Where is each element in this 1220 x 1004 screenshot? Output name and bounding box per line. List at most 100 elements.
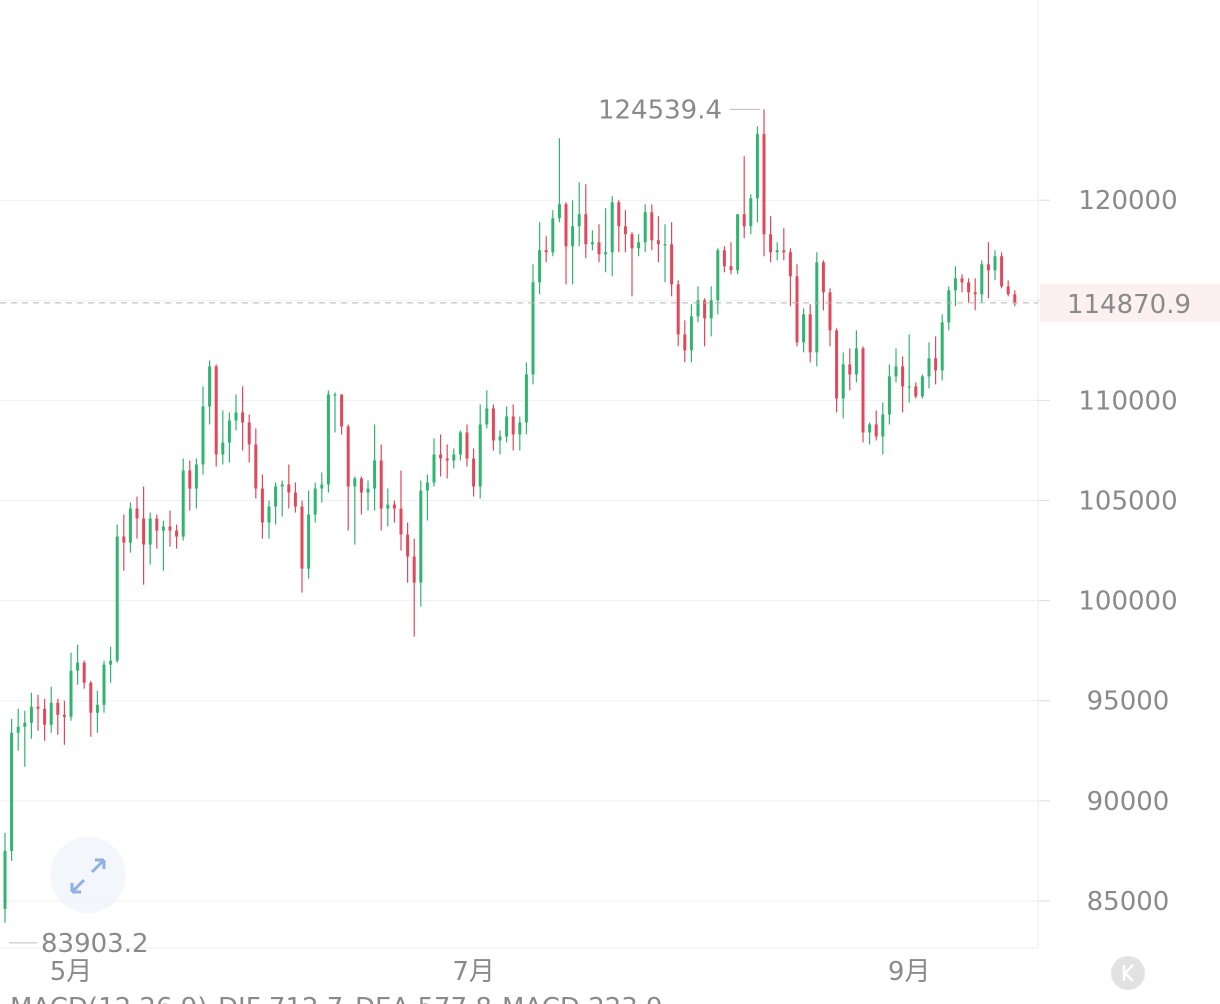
candle-body xyxy=(155,518,159,531)
candle-body xyxy=(808,314,812,353)
candle-body xyxy=(821,262,825,293)
indicator-legend: DEA 577.8 xyxy=(355,993,492,1004)
candle-body xyxy=(148,518,152,545)
candle-body xyxy=(1006,286,1010,295)
candle-body xyxy=(716,250,720,301)
candle-body xyxy=(254,444,258,489)
candle-body xyxy=(353,478,357,487)
candle-body xyxy=(326,394,330,485)
candle-body xyxy=(234,412,238,421)
candle-body xyxy=(76,662,80,671)
candle-body xyxy=(551,218,555,253)
candle-body xyxy=(142,518,146,545)
candle-body xyxy=(584,214,588,245)
candle-body xyxy=(577,214,581,227)
candle-body xyxy=(359,478,363,493)
candle-body xyxy=(340,394,344,427)
candle-body xyxy=(128,508,132,543)
candle-body xyxy=(472,458,476,487)
x-tick-label: 5月 xyxy=(50,957,93,987)
candle-body xyxy=(907,386,911,388)
candle-body xyxy=(452,454,456,461)
candle-body xyxy=(439,454,443,459)
candle-body xyxy=(346,426,350,487)
candle-body xyxy=(973,292,977,295)
candle-body xyxy=(175,530,179,537)
candle-body xyxy=(742,214,746,227)
candle-body xyxy=(802,314,806,343)
candle-body xyxy=(313,488,317,515)
candle-body xyxy=(102,664,106,705)
candle-body xyxy=(485,408,489,425)
candle-body xyxy=(795,276,799,343)
y-tick-label: 105000 xyxy=(1078,487,1177,517)
candle-body xyxy=(432,454,436,483)
candle-body xyxy=(109,660,113,665)
candle-body xyxy=(208,366,212,407)
candle-body xyxy=(564,204,568,247)
candle-body xyxy=(49,702,53,725)
candle-body xyxy=(241,412,245,423)
candle-body xyxy=(491,408,495,441)
candle-body xyxy=(703,300,707,319)
candle-body xyxy=(267,506,271,523)
candle-body xyxy=(696,300,700,317)
candle-body xyxy=(993,256,997,271)
candle-body xyxy=(478,424,482,487)
candle-body xyxy=(505,416,509,437)
candle-body xyxy=(967,282,971,293)
expand-button[interactable] xyxy=(50,837,126,913)
candle-body xyxy=(274,486,278,507)
candle-body xyxy=(287,484,291,493)
candle-body xyxy=(406,534,410,557)
indicator-legend: MACD(12,26,9) xyxy=(10,993,207,1004)
candle-body xyxy=(16,726,20,733)
candle-body xyxy=(498,436,502,441)
candle-body xyxy=(445,458,449,461)
y-tick-label: 90000 xyxy=(1087,787,1170,817)
candle-body xyxy=(557,204,561,219)
candle-body xyxy=(518,422,522,435)
y-tick-label: 120000 xyxy=(1078,186,1177,216)
candle-body xyxy=(425,482,429,491)
candle-body xyxy=(861,348,865,433)
candle-body xyxy=(604,252,608,255)
candle-body xyxy=(201,406,205,465)
candle-body xyxy=(366,488,370,493)
candle-body xyxy=(115,536,119,661)
candle-body xyxy=(947,290,951,323)
candle-body xyxy=(848,364,852,375)
candle-body xyxy=(960,278,964,283)
candle-body xyxy=(788,252,792,277)
candle-body xyxy=(676,284,680,335)
y-tick-label: 95000 xyxy=(1087,687,1170,717)
candle-body xyxy=(709,300,713,319)
y-tick-label: 110000 xyxy=(1078,386,1177,416)
candle-body xyxy=(300,506,304,569)
candle-body xyxy=(379,460,383,509)
candle-body xyxy=(927,358,931,377)
candle-body xyxy=(168,526,172,531)
candle-body xyxy=(887,376,891,415)
candle-body xyxy=(868,424,872,433)
candle-body xyxy=(29,706,33,723)
candle-body xyxy=(135,508,139,519)
indicator-legend: DIF 712.7 xyxy=(218,993,343,1004)
candle-body xyxy=(293,492,297,507)
candle-body xyxy=(399,508,403,535)
candle-body xyxy=(656,240,660,245)
candle-body xyxy=(82,662,86,683)
indicator-legend: MACD 223.9 xyxy=(502,993,663,1004)
collapse-button[interactable] xyxy=(1111,956,1145,990)
candle-body xyxy=(986,264,990,271)
candle-body xyxy=(934,358,938,371)
candle-body xyxy=(610,202,614,253)
max-label: 124539.4 xyxy=(598,95,722,125)
candle-body xyxy=(307,514,311,569)
candle-body xyxy=(828,292,832,331)
candle-body xyxy=(901,366,905,387)
candle-body xyxy=(419,490,423,583)
candle-body xyxy=(36,706,40,709)
candle-body xyxy=(940,322,944,371)
candle-body xyxy=(689,316,693,351)
